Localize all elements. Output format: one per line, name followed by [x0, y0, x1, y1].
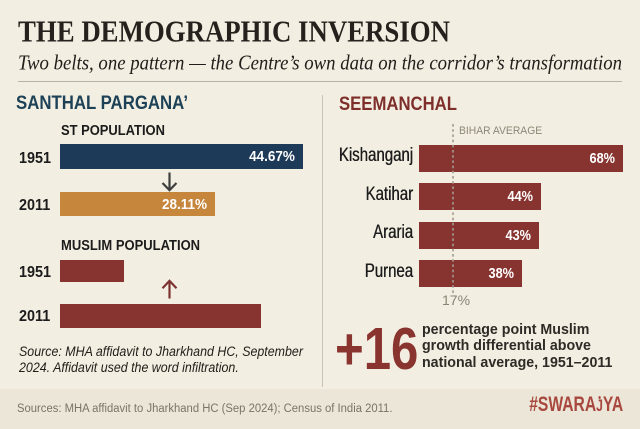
svg-text:Two belts, one pattern — the C: Two belts, one pattern — the Centre’s ow…: [18, 50, 622, 74]
svg-text:THE DEMOGRAPHIC INVERSION: THE DEMOGRAPHIC INVERSION: [18, 14, 450, 49]
